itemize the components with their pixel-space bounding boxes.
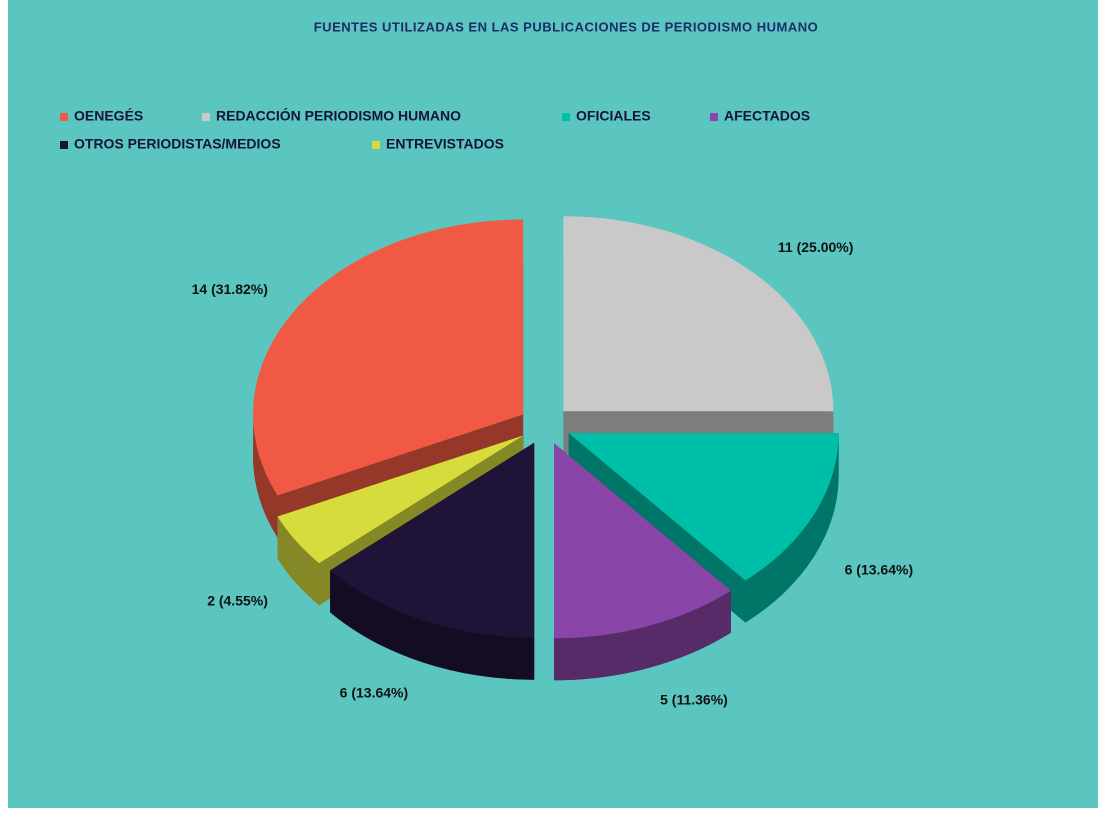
legend-swatch — [60, 113, 68, 121]
slice — [554, 443, 731, 639]
legend-label: OTROS PERIODISTAS/MEDIOS — [74, 136, 281, 152]
data-label: 2 (4.55%) — [207, 593, 268, 609]
slice-side — [253, 414, 278, 538]
slice — [253, 219, 524, 496]
legend-swatch — [60, 141, 68, 149]
slice — [563, 216, 834, 412]
data-label: 11 (25.00%) — [778, 239, 854, 255]
chart-title: FUENTES UTILIZADAS EN LAS PUBLICACIONES … — [314, 19, 819, 34]
data-label: 5 (11.36%) — [660, 692, 728, 708]
slice-side — [330, 570, 535, 680]
slice-group — [554, 443, 731, 681]
data-label: 6 (13.64%) — [340, 685, 408, 701]
slice-side — [554, 590, 731, 681]
data-label: 6 (13.64%) — [845, 561, 913, 577]
slice — [330, 442, 535, 638]
slice — [568, 433, 839, 581]
legend-label: OFICIALES — [576, 108, 651, 124]
slice — [277, 435, 524, 564]
slice-group — [563, 216, 834, 454]
data-label: 14 (31.82%) — [192, 281, 268, 297]
legend-label: OENEGÉS — [74, 108, 143, 124]
slice-side — [277, 516, 320, 606]
legend-swatch — [372, 141, 380, 149]
legend-swatch — [202, 113, 210, 121]
slice-side — [745, 433, 839, 623]
chart-background — [8, 0, 1098, 808]
legend-swatch — [562, 113, 570, 121]
legend-label: AFECTADOS — [724, 108, 810, 124]
legend-label: REDACCIÓN PERIODISMO HUMANO — [216, 107, 461, 124]
slice-group — [330, 442, 535, 680]
legend-label: ENTREVISTADOS — [386, 136, 504, 152]
legend-swatch — [710, 113, 718, 121]
